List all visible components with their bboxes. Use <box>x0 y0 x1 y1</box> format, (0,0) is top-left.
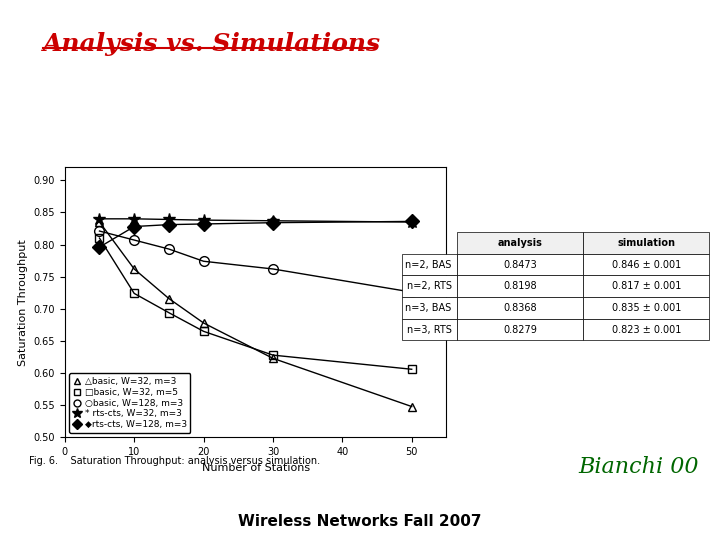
Legend: △basic, W=32, m=3, □basic, W=32, m=5, ○basic, W=128, m=3, * rts-cts, W=32, m=3, : △basic, W=32, m=3, □basic, W=32, m=5, ○b… <box>69 374 190 433</box>
Y-axis label: Saturation Throughput: Saturation Throughput <box>18 239 28 366</box>
Text: Wireless Networks Fall 2007: Wireless Networks Fall 2007 <box>238 514 482 529</box>
Text: Fig. 6.    Saturation Throughput: analysis versus simulation.: Fig. 6. Saturation Throughput: analysis … <box>29 456 320 467</box>
Text: Analysis vs. Simulations: Analysis vs. Simulations <box>43 32 382 56</box>
Text: Bianchi 00: Bianchi 00 <box>578 456 698 478</box>
X-axis label: Number of Stations: Number of Stations <box>202 463 310 472</box>
